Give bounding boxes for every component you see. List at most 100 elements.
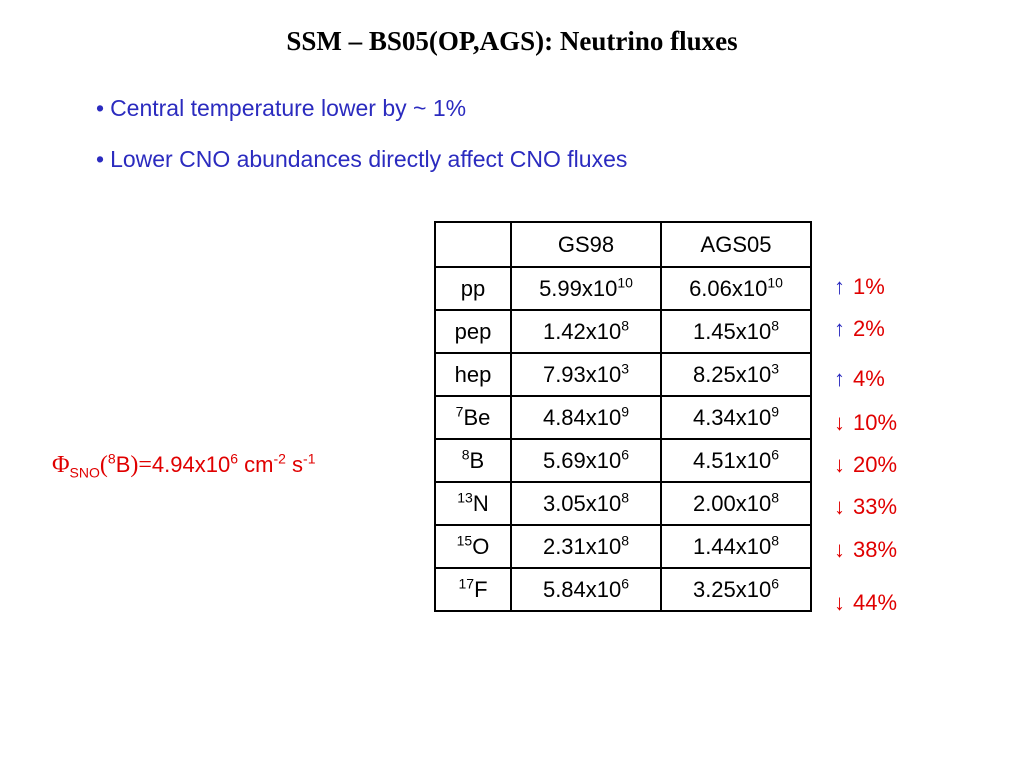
slide-title: SSM – BS05(OP,AGS): Neutrino fluxes xyxy=(286,26,738,56)
reaction-cell: 13N xyxy=(434,481,512,526)
reaction-name: pep xyxy=(454,318,492,344)
ags05-flux-cell: 3.25x106 xyxy=(660,567,812,612)
reaction-cell: 7Be xyxy=(434,395,512,440)
reaction-cell: 17F xyxy=(434,567,512,612)
reaction-name: F xyxy=(474,576,488,602)
gs98-flux-cell: 5.69x106 xyxy=(510,438,662,483)
table-row: 15O 2.31x10 8 1.44x108 xyxy=(434,524,812,569)
ags05-mantissa: 8.25x10 xyxy=(692,361,772,387)
ags05-exponent: 8 xyxy=(771,532,780,549)
arrow-down-icon: ↓ xyxy=(834,590,845,615)
reaction-mass-number: 13 xyxy=(457,489,473,506)
gs98-mantissa: 4.84x10 xyxy=(542,404,622,430)
ags05-mantissa: 4.51x10 xyxy=(692,447,772,473)
bullet-marker: • xyxy=(96,146,105,172)
unit-cm: cm xyxy=(238,452,274,477)
flux-change-up: ↑ 4% xyxy=(834,366,885,392)
ags05-flux-cell: 2.00x108 xyxy=(660,481,812,526)
table-row: 17F 5.84x106 3.25x106 xyxy=(434,567,812,612)
flux-change-down: ↓ 10% xyxy=(834,410,897,436)
bullet-central-temperature: • Central temperature lower by ~ 1% xyxy=(96,95,466,122)
ags05-flux-cell: 8.25x103 xyxy=(660,352,812,397)
ags05-exponent: 9 xyxy=(771,403,780,420)
reaction-cell: 8B xyxy=(434,438,512,483)
gs98-mantissa: 5.84x10 xyxy=(542,576,622,602)
gs98-exponent: 10 xyxy=(617,274,633,291)
reaction-mass-number: 7 xyxy=(455,403,464,420)
gs98-exponent: 8 xyxy=(621,317,630,334)
gs98-exponent: 6 xyxy=(621,575,630,592)
ags05-exponent: 10 xyxy=(767,274,783,291)
flux-change-down: ↓ 44% xyxy=(834,590,897,616)
table-header-row: GS98 AGS05 xyxy=(434,221,812,268)
reaction-mass-number: 8 xyxy=(461,446,470,463)
arrow-down-icon: ↓ xyxy=(834,494,845,519)
gs98-exponent: 3 xyxy=(621,360,630,377)
arrow-up-icon: ↑ xyxy=(834,366,845,391)
neutrino-flux-table: GS98 AGS05 pp 5.99x1010 6.06x1010 pep 1.42x1… xyxy=(434,221,812,612)
reaction-name: Be xyxy=(463,404,491,430)
header-gs98: GS98 xyxy=(510,221,662,268)
header-ags05: AGS05 xyxy=(660,221,812,268)
flux-change-down: ↓ 38% xyxy=(834,537,897,563)
ags05-exponent: 8 xyxy=(771,317,780,334)
change-percent: 4% xyxy=(853,366,885,391)
flux-value: 4.94x10 xyxy=(151,452,231,477)
gs98-exponent: 9 xyxy=(621,403,630,420)
change-percent: 20% xyxy=(853,452,898,477)
ags05-flux-cell: 4.34x109 xyxy=(660,395,812,440)
bullet-text: Lower CNO abundances directly affect CNO… xyxy=(110,146,628,172)
arrow-up-icon: ↑ xyxy=(834,316,845,341)
ags05-flux-cell: 6.06x1010 xyxy=(660,266,812,311)
gs98-flux-cell: 4.84x109 xyxy=(510,395,662,440)
gs98-flux-cell: 1.42x108 xyxy=(510,309,662,354)
ags05-mantissa: 4.34x10 xyxy=(692,404,772,430)
gs98-mantissa: 7.93x10 xyxy=(542,361,622,387)
ags05-flux-cell: 4.51x106 xyxy=(660,438,812,483)
reaction-mass-number: 15 xyxy=(456,532,473,549)
sno-subscript: SNO xyxy=(69,464,100,481)
flux-change-up: ↑ 1% xyxy=(834,274,885,300)
bullet-cno-abundances: • Lower CNO abundances directly affect CN… xyxy=(96,146,627,173)
ags05-exponent: 6 xyxy=(771,446,780,463)
unit-s-exponent: -1 xyxy=(303,450,316,467)
change-percent: 10% xyxy=(853,410,898,435)
gs98-mantissa: 1.42x10 xyxy=(542,318,622,344)
reaction-name: B xyxy=(469,447,485,473)
flux-change-up: ↑ 2% xyxy=(834,316,885,342)
gs98-exponent: 8 xyxy=(621,489,630,506)
flux-exponent: 6 xyxy=(230,450,238,467)
reaction-name: N xyxy=(472,490,489,516)
table-row: 13N 3.05x108 2.00x108 xyxy=(434,481,812,526)
reaction-cell: pep xyxy=(434,309,512,354)
ags05-mantissa: 1.44x10 xyxy=(692,533,772,559)
gs98-mantissa: 2.31x10 xyxy=(542,533,622,559)
bullet-text: Central temperature lower by ~ 1% xyxy=(110,95,467,121)
reaction-cell: pp xyxy=(434,266,512,311)
gs98-mantissa: 3.05x10 xyxy=(542,490,622,516)
ags05-flux-cell: 1.44x108 xyxy=(660,524,812,569)
reaction-name: hep xyxy=(454,361,492,387)
table-row: 7Be 4.84x109 4.34x109 xyxy=(434,395,812,440)
flux-change-down: ↓ 33% xyxy=(834,494,897,520)
gs98-exponent: 6 xyxy=(621,446,630,463)
flux-change-down: ↓ 20% xyxy=(834,452,897,478)
change-percent: 2% xyxy=(853,316,885,341)
close-paren-equals: )= xyxy=(130,452,152,478)
unit-cm-exponent: -2 xyxy=(273,450,286,467)
table-row: pp 5.99x1010 6.06x1010 xyxy=(434,266,812,311)
table-row: pep 1.42x108 1.45x108 xyxy=(434,309,812,354)
gs98-flux-cell: 5.99x1010 xyxy=(510,266,662,311)
change-percent: 44% xyxy=(853,590,898,615)
gs98-mantissa: 5.99x10 xyxy=(539,275,618,301)
bullet-marker: • xyxy=(96,95,105,121)
ags05-mantissa: 6.06x10 xyxy=(689,275,768,301)
reaction-name: O xyxy=(472,533,490,559)
change-percent: 33% xyxy=(853,494,898,519)
sno-measured-flux: ΦSNO(8B)=4.94x106 cm-2 s-1 xyxy=(52,450,316,481)
arrow-up-icon: ↑ xyxy=(834,274,845,299)
change-percent: 1% xyxy=(853,274,885,299)
isotope-symbol: B xyxy=(115,452,131,477)
gs98-flux-cell: 7.93x103 xyxy=(510,352,662,397)
phi-symbol: Φ xyxy=(52,452,70,478)
